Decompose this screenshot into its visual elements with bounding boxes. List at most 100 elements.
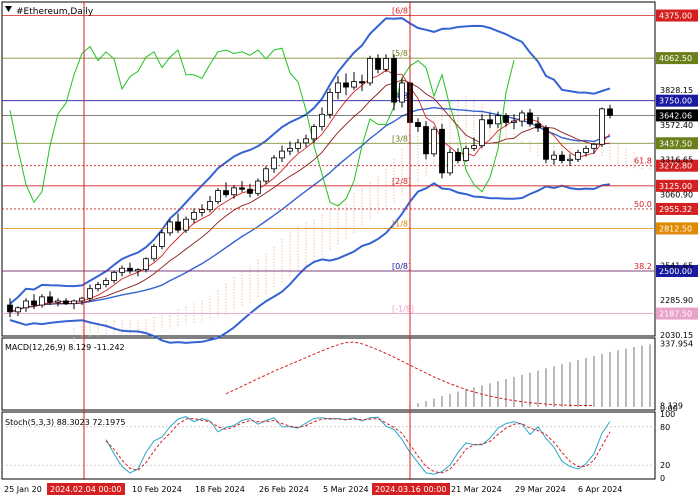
candle-body [95, 284, 101, 290]
candle-body [575, 152, 581, 160]
candle-body [471, 145, 477, 149]
candle-body [479, 119, 485, 147]
candle-body [447, 152, 453, 174]
candle-body [31, 300, 37, 306]
candle-body [103, 280, 109, 286]
candle-body [183, 218, 189, 231]
level-label: [3/8] [392, 134, 411, 143]
candle-body [607, 108, 613, 116]
level-price-tag-text: 4375.00 [659, 12, 692, 21]
level-price-tag [656, 179, 698, 192]
candle-body [23, 300, 29, 309]
candle-body [599, 108, 605, 145]
stoch-title: Stoch(5,3,3) 88.3023 72.1975 [5, 418, 125, 427]
candle-body [15, 307, 21, 313]
candle-body [375, 58, 381, 70]
candle-body [535, 123, 541, 129]
candle-body [463, 147, 469, 162]
candle-body [559, 154, 565, 162]
x-tick-label: 21 Mar 2024 [451, 485, 502, 494]
macd-signal-line [225, 341, 594, 406]
candle-body [119, 267, 125, 273]
candle-body [439, 128, 445, 174]
price-tick-label: 2030.15 [660, 331, 693, 340]
candle-body [583, 147, 589, 153]
level-label: 38.2 [634, 262, 652, 271]
x-tick-label: 5 Mar 2024 [323, 485, 369, 494]
candle-body [527, 112, 533, 125]
level-label: [-1/8] [392, 305, 414, 314]
level-label: [1/8] [392, 219, 411, 228]
level-price-tag-text: 3437.50 [659, 139, 692, 148]
x-tick-label: 6 Apr 2024 [578, 485, 622, 494]
x-tick-label: 29 Mar 2024 [515, 485, 566, 494]
x-tick-label: 25 Jan 20 [4, 485, 42, 494]
price-tick-label: 3572.40 [660, 121, 693, 130]
bollinger-lower [9, 182, 611, 344]
candle-body [55, 300, 61, 303]
stoch-main-line [105, 416, 611, 475]
level-price-tag-text: 3125.00 [659, 182, 692, 191]
candle-body [223, 190, 229, 196]
candle-body [63, 300, 69, 305]
candle-body [391, 58, 397, 103]
candle-body [191, 212, 197, 220]
candle-body [303, 138, 309, 144]
candle-body [591, 143, 597, 149]
level-price-tag [656, 159, 698, 172]
candle-body [359, 81, 365, 84]
candle-body [175, 221, 181, 231]
candle-body [487, 119, 493, 125]
candle-body [367, 58, 373, 84]
candle-body [255, 180, 261, 194]
x-highlight-tag [47, 483, 125, 495]
candle-body [455, 152, 461, 162]
price-pane[interactable] [1, 1, 656, 337]
price-tick-label: 3316.65 [660, 156, 693, 165]
macd-title: MACD(12,26,9) 8.129 -11.242 [5, 343, 125, 352]
level-label: [2/8] [392, 177, 411, 186]
candle-body [199, 209, 205, 213]
level-price-tag [656, 307, 698, 320]
candle-body [551, 154, 557, 160]
candle-body [511, 120, 517, 123]
collapse-arrow-icon[interactable] [5, 6, 12, 12]
stoch-tick-label: 0 [660, 474, 665, 483]
candle-body [159, 232, 165, 247]
level-price-tag [656, 202, 698, 215]
x-tick-label: 18 Feb 2024 [195, 485, 245, 494]
candle-body [503, 115, 509, 123]
x-highlight-tag [372, 483, 450, 495]
level-price-tag-text: 2955.32 [659, 205, 692, 214]
stoch-tick-label: 80 [660, 423, 670, 432]
x-highlight-tag-text: 2024.02.04 00:00 [50, 485, 121, 494]
candle-body [295, 142, 301, 149]
candle-body [207, 201, 213, 211]
level-price-tag-text: 3750.00 [659, 97, 692, 106]
level-price-tag-text: 2812.50 [659, 224, 692, 233]
candle-body [519, 112, 525, 122]
candle-body [143, 258, 149, 271]
chart-title: #Ethereum,Daily [16, 7, 94, 17]
current-price-tag [656, 109, 698, 122]
candle-body [351, 81, 357, 88]
candle-body [271, 157, 277, 170]
x-tick-label: 10 Feb 2024 [132, 485, 182, 494]
candle-body [343, 82, 349, 88]
candle-body [215, 190, 221, 202]
candle-body [151, 246, 157, 260]
candle-body [431, 128, 437, 155]
ma-slow [9, 79, 611, 313]
level-label: 61.8 [634, 157, 652, 166]
level-label: [0/8] [392, 262, 411, 271]
stoch-tick-label: 100 [660, 410, 675, 419]
level-price-tag-text: 3272.80 [659, 162, 692, 171]
bollinger-upper [9, 17, 611, 305]
candle-body [287, 147, 293, 152]
green-indicator-line [9, 45, 515, 207]
candle-body [415, 122, 421, 127]
candle-body [247, 188, 253, 194]
candle-body [39, 296, 45, 306]
level-price-tag [656, 264, 698, 277]
